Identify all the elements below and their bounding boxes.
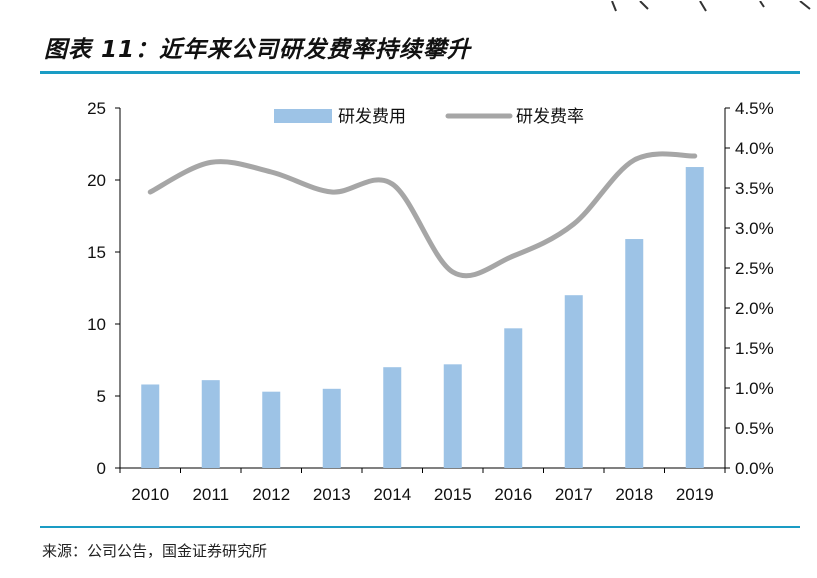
x-tick-label: 2012: [252, 485, 290, 504]
x-tick-label: 2019: [676, 485, 714, 504]
x-tick-label: 2011: [192, 485, 229, 504]
bar: [262, 391, 281, 468]
y-tick-label-right: 2.5%: [735, 259, 774, 278]
bar: [504, 328, 523, 468]
x-tick-label: 2014: [373, 485, 411, 504]
y-tick-label-left: 20: [87, 171, 106, 190]
x-tick-label: 2017: [555, 485, 593, 504]
legend-swatch-bar: [274, 109, 332, 123]
y-tick-label-right: 4.5%: [735, 99, 774, 118]
bar: [322, 388, 341, 468]
y-tick-label-left: 15: [87, 243, 106, 262]
figure-title-bar: 图表 11：近年来公司研发费率持续攀升: [40, 22, 800, 70]
bar: [443, 364, 462, 468]
series-line: [147, 151, 698, 279]
x-tick-label: 2013: [313, 485, 351, 504]
footer-rule: [40, 526, 800, 528]
cropped-text-remnant: [611, 0, 811, 12]
legend-label-line: 研发费率: [516, 107, 584, 126]
bar: [685, 167, 704, 468]
bar: [383, 367, 402, 468]
x-tick-label: 2016: [494, 485, 532, 504]
title-rule: [40, 71, 800, 74]
y-tick-label-left: 25: [87, 99, 106, 118]
cropped-header-fragment: [0, 0, 817, 14]
x-tick-label: 2010: [131, 485, 169, 504]
y-tick-label-right: 2.0%: [735, 299, 774, 318]
x-tick-label: 2015: [434, 485, 472, 504]
y-tick-label-right: 4.0%: [735, 139, 774, 158]
bar: [141, 384, 160, 468]
y-tick-label-left: 5: [97, 387, 106, 406]
bar: [625, 239, 644, 468]
y-tick-label-right: 1.0%: [735, 379, 774, 398]
y-tick-label-right: 0.5%: [735, 419, 774, 438]
y-tick-label-left: 10: [87, 315, 106, 334]
y-tick-label-right: 0.0%: [735, 459, 774, 478]
legend-label-bar: 研发费用: [338, 107, 406, 126]
y-tick-label-right: 1.5%: [735, 339, 774, 358]
y-tick-label-right: 3.0%: [735, 219, 774, 238]
figure-title: 图表 11：近年来公司研发费率持续攀升: [44, 37, 472, 63]
y-tick-label-right: 3.5%: [735, 179, 774, 198]
x-tick-label: 2018: [615, 485, 653, 504]
bar: [564, 295, 583, 468]
bar: [201, 380, 220, 468]
chart: 0 5 10 15 20 25 0.0% 0.5% 1.0% 1.5% 2.0% 2.5% 3.0% 3.…: [87, 99, 774, 504]
y-tick-label-left: 0: [97, 459, 106, 478]
source-note: 来源：公司公告，国金证券研究所: [42, 542, 268, 560]
